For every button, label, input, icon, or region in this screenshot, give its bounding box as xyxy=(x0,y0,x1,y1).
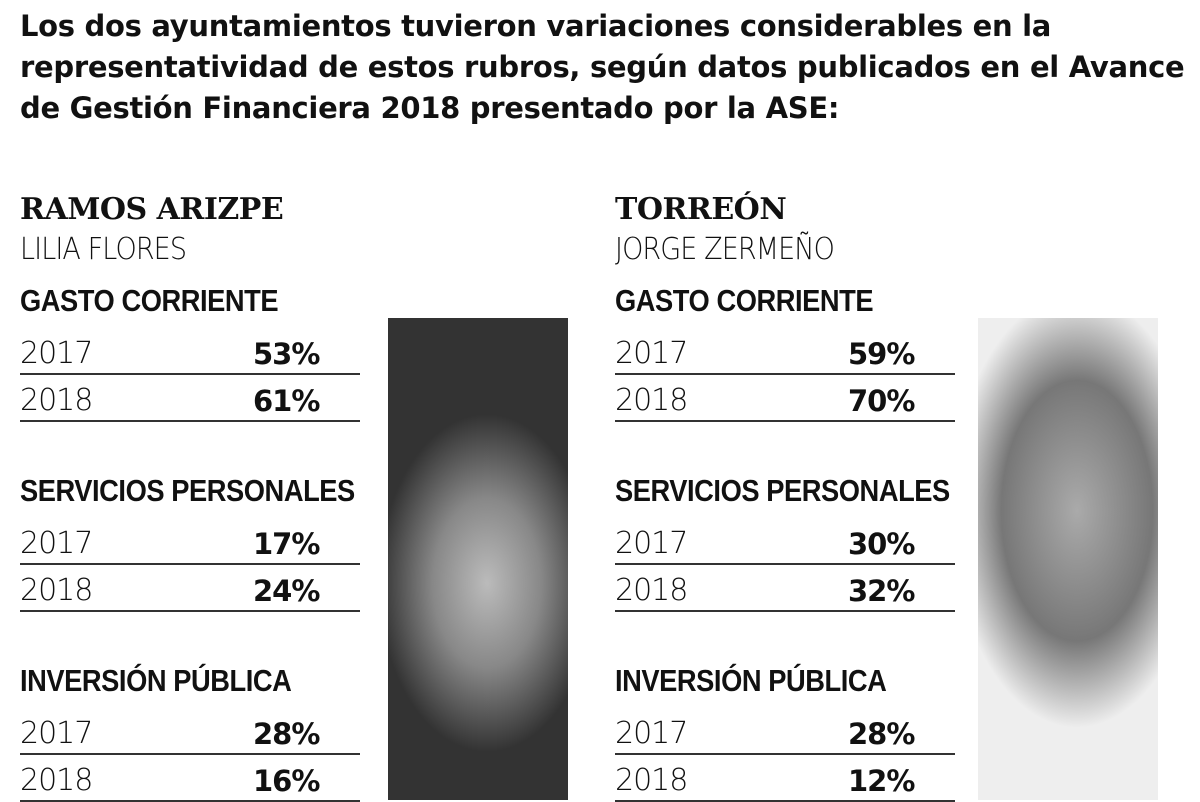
city-column: RAMOS ARIZPE LILIA FLORES GASTO CORRIENTE… xyxy=(20,190,360,802)
percent-value: 24% xyxy=(253,574,320,608)
year-label: 2018 xyxy=(20,383,93,418)
table-row: 2017 28% xyxy=(20,707,360,755)
table-row: 2018 12% xyxy=(615,754,955,802)
year-label: 2018 xyxy=(615,383,688,418)
mayor-name: LILIA FLORES xyxy=(20,232,187,267)
table-row: 2017 28% xyxy=(615,707,955,755)
section-title: INVERSIÓN PÚBLICA xyxy=(615,663,887,698)
percent-value: 59% xyxy=(848,337,915,371)
year-label: 2018 xyxy=(20,573,93,608)
city-name: RAMOS ARIZPE xyxy=(20,192,284,227)
mayor-photo-lilia-flores xyxy=(388,318,568,800)
mayor-photo-jorge-zermeno xyxy=(978,318,1158,800)
percent-value: 28% xyxy=(253,717,320,751)
percent-value: 30% xyxy=(848,527,915,561)
year-label: 2017 xyxy=(20,526,93,561)
table-row: 2018 16% xyxy=(20,754,360,802)
table-row: 2018 61% xyxy=(20,374,360,422)
table-row: 2017 53% xyxy=(20,327,360,375)
year-label: 2018 xyxy=(615,573,688,608)
year-label: 2018 xyxy=(20,763,93,798)
table-row: 2017 17% xyxy=(20,517,360,565)
city-column: TORREÓN JORGE ZERMEÑO GASTO CORRIENTE 201… xyxy=(615,190,955,802)
percent-value: 61% xyxy=(253,384,320,418)
percent-value: 28% xyxy=(848,717,915,751)
section-title: SERVICIOS PERSONALES xyxy=(20,473,355,508)
year-label: 2017 xyxy=(20,336,93,371)
year-label: 2017 xyxy=(615,336,688,371)
year-label: 2017 xyxy=(20,716,93,751)
year-label: 2017 xyxy=(615,716,688,751)
table-row: 2018 32% xyxy=(615,564,955,612)
year-label: 2017 xyxy=(615,526,688,561)
section-title: GASTO CORRIENTE xyxy=(615,283,874,318)
percent-value: 16% xyxy=(253,764,320,798)
year-label: 2018 xyxy=(615,763,688,798)
percent-value: 12% xyxy=(848,764,915,798)
table-row: 2018 70% xyxy=(615,374,955,422)
section-title: SERVICIOS PERSONALES xyxy=(615,473,950,508)
section-title: GASTO CORRIENTE xyxy=(20,283,279,318)
mayor-name: JORGE ZERMEÑO xyxy=(615,232,835,267)
percent-value: 53% xyxy=(253,337,320,371)
table-row: 2017 59% xyxy=(615,327,955,375)
percent-value: 70% xyxy=(848,384,915,418)
intro-text: Los dos ayuntamientos tuvieron variacion… xyxy=(20,9,1185,125)
percent-value: 17% xyxy=(253,527,320,561)
section-title: INVERSIÓN PÚBLICA xyxy=(20,663,292,698)
table-row: 2017 30% xyxy=(615,517,955,565)
percent-value: 32% xyxy=(848,574,915,608)
table-row: 2018 24% xyxy=(20,564,360,612)
city-name: TORREÓN xyxy=(615,192,787,227)
